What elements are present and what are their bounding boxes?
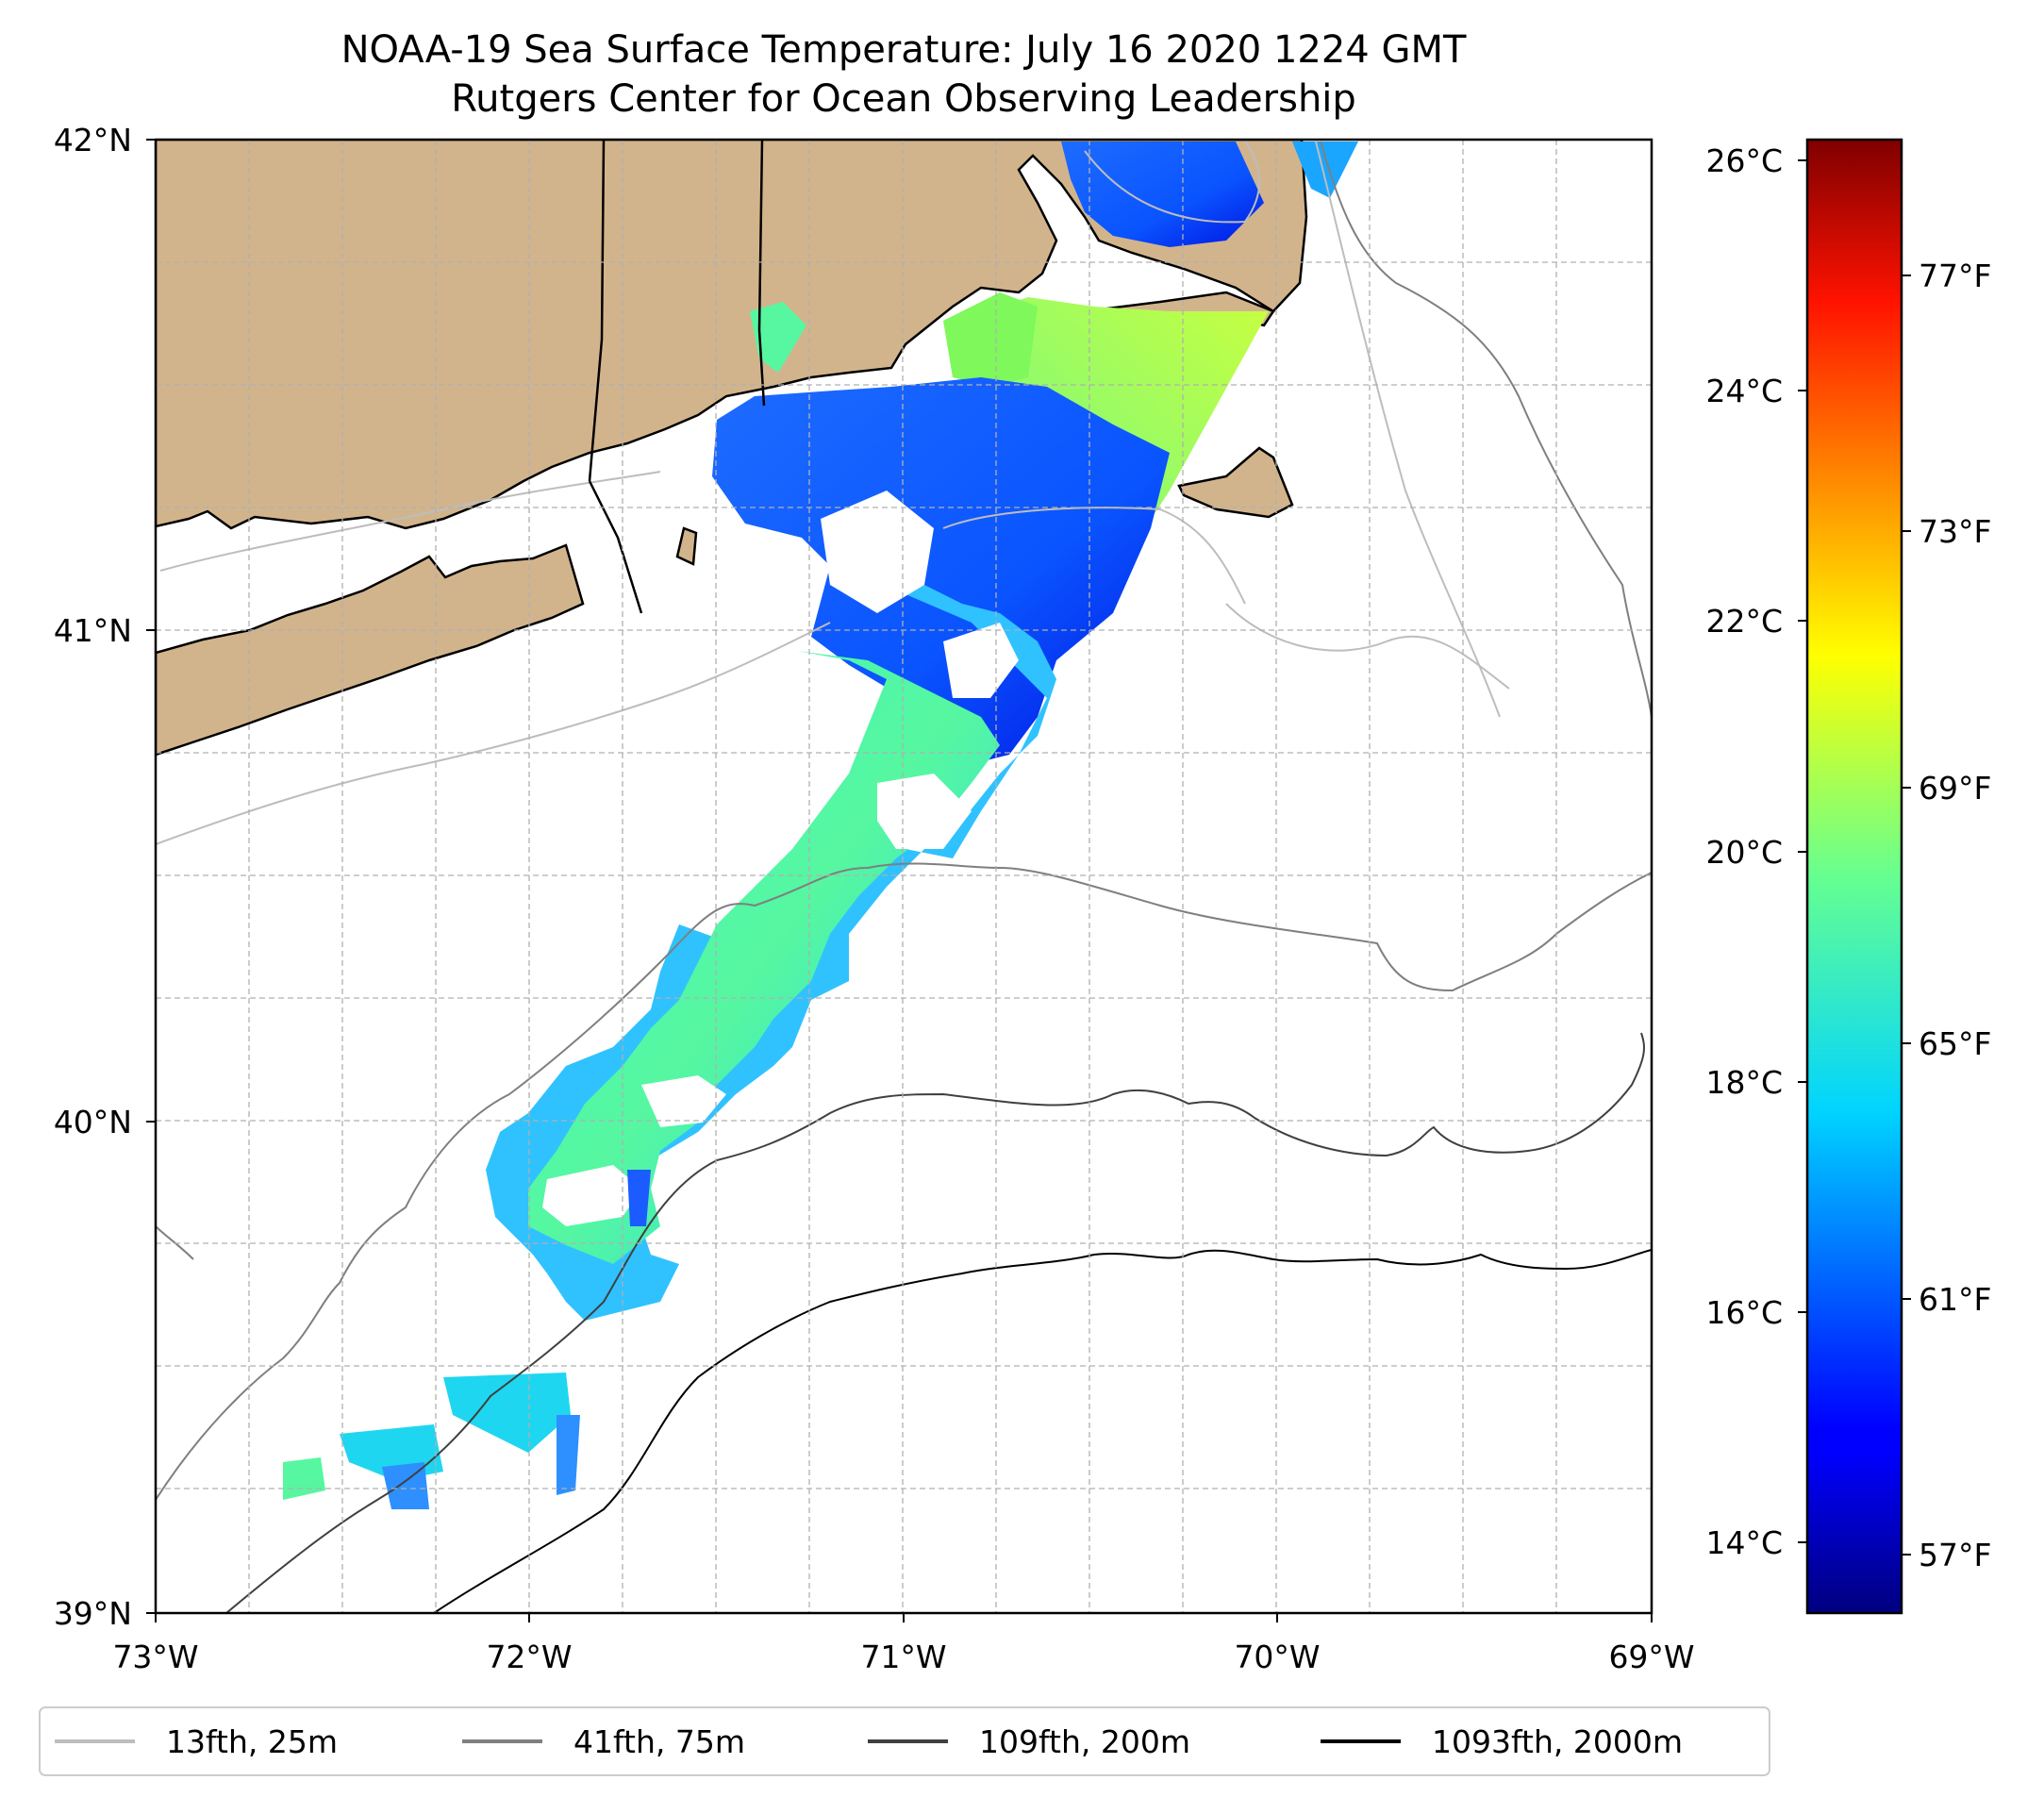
colorbar-celsius-label: 16°C (1705, 1294, 1783, 1331)
lat-axis: 42°N 41°N 40°N 39°N (54, 122, 156, 1632)
title-line-1: NOAA-19 Sea Surface Temperature: July 16… (341, 28, 1467, 72)
colorbar-fahrenheit-label: 69°F (1919, 770, 1991, 807)
lat-tick-label: 39°N (54, 1595, 132, 1632)
land-long-island (156, 543, 585, 757)
legend-label: 13fth, 25m (166, 1723, 338, 1760)
sst-data (283, 141, 1358, 1509)
title-line-2: Rutgers Center for Ocean Observing Leade… (451, 77, 1356, 121)
legend-label: 41fth, 75m (573, 1723, 745, 1760)
legend-label: 1093fth, 2000m (1432, 1723, 1683, 1760)
colorbar-celsius-label: 26°C (1705, 142, 1783, 179)
isobath-75m (156, 141, 1652, 1501)
legend-item: 109fth, 200m (868, 1723, 1190, 1760)
lon-tick-label: 70°W (1234, 1639, 1320, 1675)
colorbar-fahrenheit-label: 61°F (1919, 1281, 1991, 1318)
state-borders (588, 140, 766, 614)
colorbar-celsius-ticks (1798, 159, 1807, 1543)
colorbar-celsius-label: 20°C (1705, 834, 1783, 871)
map-gridlines (156, 140, 1652, 1613)
colorbar-celsius-label: 24°C (1705, 373, 1783, 409)
land-mainland (156, 140, 1308, 530)
lon-tick-label: 73°W (112, 1639, 198, 1675)
map-area (156, 140, 1652, 1613)
colorbar-celsius-label: 22°C (1705, 603, 1783, 640)
lon-axis: 73°W 72°W 71°W 70°W 69°W (112, 1613, 1695, 1675)
legend: 13fth, 25m 41fth, 75m 109fth, 200m 1093f… (39, 1706, 1770, 1776)
land-block-island (675, 526, 698, 566)
isobath-2000m (433, 1249, 1652, 1613)
colorbar-fahrenheit-label: 77°F (1919, 258, 1991, 294)
colorbar: 26°C 24°C 22°C 20°C 18°C 16°C 14°C 77°F … (1705, 138, 1991, 1615)
legend-item: 41fth, 75m (462, 1723, 745, 1760)
lat-tick-label: 42°N (54, 122, 132, 158)
isobath-200m (225, 1032, 1645, 1613)
lat-tick-label: 40°N (54, 1104, 132, 1140)
colorbar-fahrenheit-label: 57°F (1919, 1537, 1991, 1573)
lon-tick-label: 71°W (860, 1639, 946, 1675)
colorbar-fahrenheit-label: 65°F (1919, 1025, 1991, 1062)
colorbar-gradient (1805, 138, 1903, 1615)
colorbar-fahrenheit-label: 73°F (1919, 513, 1991, 550)
legend-item: 13fth, 25m (55, 1723, 338, 1760)
isobath-25m (156, 141, 1510, 845)
colorbar-celsius-label: 14°C (1705, 1524, 1783, 1561)
colorbar-celsius-label: 18°C (1705, 1064, 1783, 1101)
legend-item: 1093fth, 2000m (1321, 1723, 1683, 1760)
land-nantucket (1177, 446, 1294, 519)
lon-tick-label: 69°W (1608, 1639, 1694, 1675)
lon-tick-label: 72°W (486, 1639, 572, 1675)
colorbar-fahrenheit-ticks (1902, 275, 1911, 1556)
legend-label: 109fth, 200m (979, 1723, 1190, 1760)
lat-tick-label: 41°N (54, 612, 132, 649)
